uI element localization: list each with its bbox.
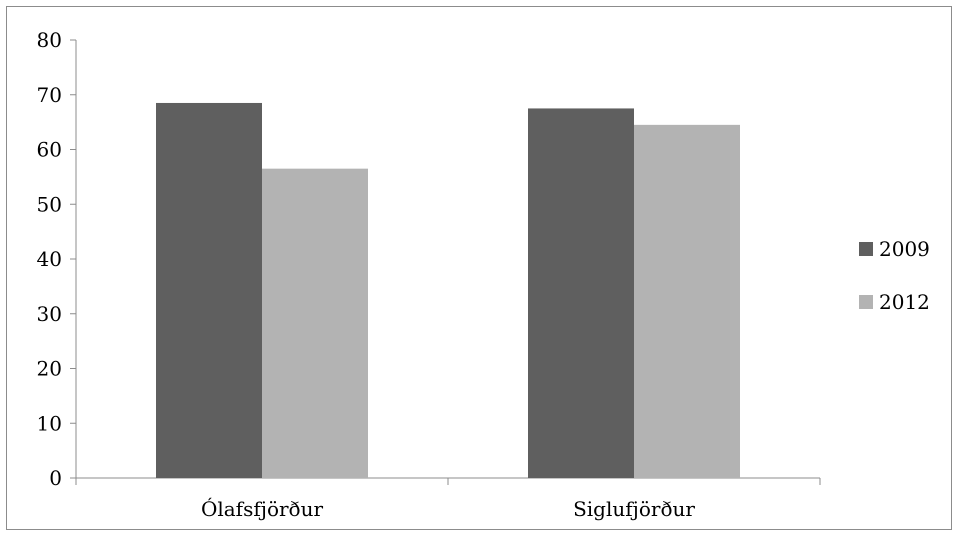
y-tick-label: 50	[37, 192, 62, 216]
y-tick-label: 30	[37, 302, 62, 326]
y-tick-label: 0	[49, 466, 62, 490]
y-tick-label: 70	[37, 83, 62, 107]
x-tick-label: Ólafsfjörður	[201, 496, 324, 521]
legend-label-2012: 2012	[879, 290, 930, 314]
y-tick-label: 60	[37, 138, 62, 162]
bars	[156, 102, 740, 479]
legend: 2009 2012	[859, 237, 930, 314]
x-tick-label: Siglufjörður	[573, 497, 695, 521]
legend-swatch-2012	[859, 295, 873, 309]
legend-swatch-2009	[859, 242, 873, 256]
bar-2012-1	[262, 168, 368, 478]
bar-2009-2	[528, 108, 634, 478]
axes: 0 10 20 30 40 50 60 70 80 Ólafsfjörður Siglufjörðu…	[37, 28, 821, 521]
y-tick-label: 10	[37, 411, 62, 435]
bar-2009-1	[156, 102, 262, 479]
y-tick-label: 40	[37, 247, 62, 271]
bar-2012-2	[634, 124, 740, 479]
y-tick-label: 20	[37, 357, 62, 381]
y-tick-label: 80	[37, 28, 62, 52]
legend-label-2009: 2009	[879, 237, 930, 261]
